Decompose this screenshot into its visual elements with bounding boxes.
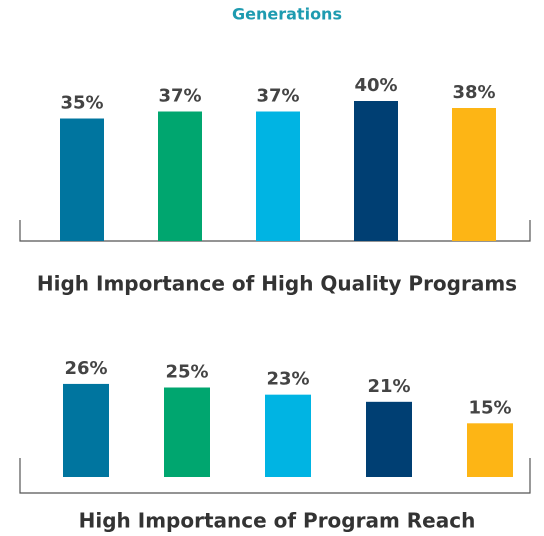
value-label: 21%	[367, 376, 410, 397]
axis-bracket	[19, 458, 531, 494]
value-label: 35%	[60, 93, 103, 114]
chart-title: High Importance of Program Reach	[79, 509, 476, 533]
page-title: Generations	[232, 5, 342, 24]
bar	[164, 387, 210, 477]
bar	[467, 423, 513, 477]
bar	[256, 111, 300, 241]
value-label: 15%	[468, 397, 511, 418]
value-label: 37%	[256, 86, 299, 107]
value-label: 37%	[158, 86, 201, 107]
value-label: 23%	[266, 369, 309, 390]
chart-title: High Importance of High Quality Programs	[37, 272, 517, 296]
value-label: 40%	[354, 75, 397, 96]
bar	[60, 118, 104, 241]
value-label: 26%	[64, 358, 107, 379]
bar	[63, 383, 109, 477]
bar	[158, 111, 202, 241]
bar	[366, 401, 412, 477]
bar	[354, 101, 398, 241]
value-label: 25%	[165, 362, 208, 383]
bar	[452, 108, 496, 241]
bar	[265, 394, 311, 477]
value-label: 38%	[452, 82, 495, 103]
